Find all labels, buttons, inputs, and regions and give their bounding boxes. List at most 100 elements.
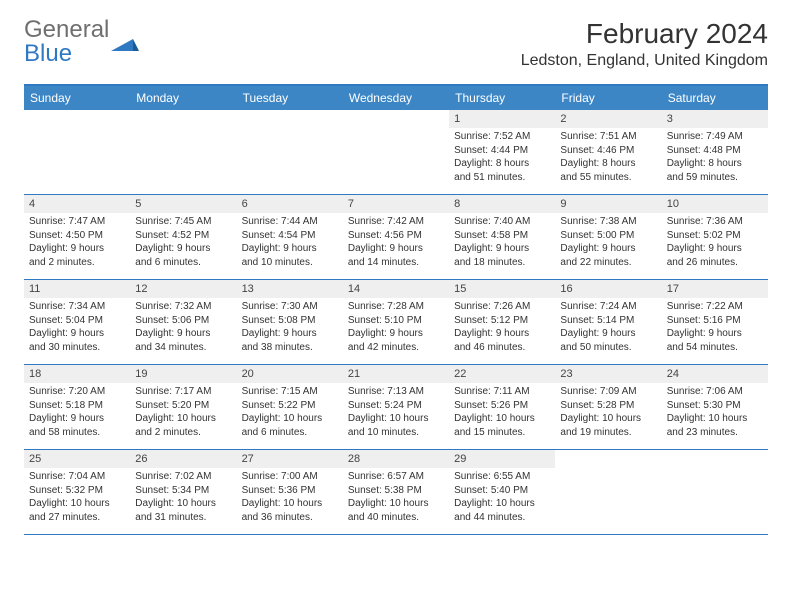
day-body: Sunrise: 7:26 AMSunset: 5:12 PMDaylight:… (449, 298, 555, 358)
day-cell (130, 110, 236, 194)
day-line: Sunrise: 7:13 AM (348, 385, 444, 399)
day-line: and 44 minutes. (454, 511, 550, 525)
day-cell (24, 110, 130, 194)
day-line: Sunset: 5:24 PM (348, 399, 444, 413)
day-line: Daylight: 9 hours (667, 327, 763, 341)
day-cell: 8Sunrise: 7:40 AMSunset: 4:58 PMDaylight… (449, 195, 555, 279)
day-line: Sunset: 5:02 PM (667, 229, 763, 243)
day-cell: 29Sunrise: 6:55 AMSunset: 5:40 PMDayligh… (449, 450, 555, 534)
day-line: Sunset: 5:28 PM (560, 399, 656, 413)
day-line: Sunset: 5:14 PM (560, 314, 656, 328)
day-line: Daylight: 9 hours (454, 327, 550, 341)
day-line: Sunrise: 7:45 AM (135, 215, 231, 229)
day-line: Sunrise: 7:06 AM (667, 385, 763, 399)
day-line: Sunset: 5:26 PM (454, 399, 550, 413)
day-line: Daylight: 9 hours (560, 242, 656, 256)
title-block: February 2024 Ledston, England, United K… (521, 18, 768, 70)
day-number: 25 (24, 450, 130, 468)
dayhead-sat: Saturday (662, 86, 768, 110)
day-line: Daylight: 10 hours (242, 412, 338, 426)
day-cell: 7Sunrise: 7:42 AMSunset: 4:56 PMDaylight… (343, 195, 449, 279)
week-row: 4Sunrise: 7:47 AMSunset: 4:50 PMDaylight… (24, 195, 768, 280)
day-line: Sunrise: 7:32 AM (135, 300, 231, 314)
dayhead-sun: Sunday (24, 86, 130, 110)
day-body: Sunrise: 7:11 AMSunset: 5:26 PMDaylight:… (449, 383, 555, 443)
day-line: Sunrise: 7:51 AM (560, 130, 656, 144)
day-line: Daylight: 10 hours (135, 412, 231, 426)
day-line: and 38 minutes. (242, 341, 338, 355)
dayhead-tue: Tuesday (237, 86, 343, 110)
day-line: Sunrise: 7:34 AM (29, 300, 125, 314)
day-line: Sunrise: 7:11 AM (454, 385, 550, 399)
day-line: Sunset: 5:38 PM (348, 484, 444, 498)
day-line: Sunrise: 7:44 AM (242, 215, 338, 229)
day-line: Sunset: 5:30 PM (667, 399, 763, 413)
day-number: 7 (343, 195, 449, 213)
day-line: and 58 minutes. (29, 426, 125, 440)
day-line: Daylight: 8 hours (454, 157, 550, 171)
day-line: and 34 minutes. (135, 341, 231, 355)
day-number: 19 (130, 365, 236, 383)
day-line: Sunrise: 7:26 AM (454, 300, 550, 314)
day-cell: 16Sunrise: 7:24 AMSunset: 5:14 PMDayligh… (555, 280, 661, 364)
day-body: Sunrise: 7:40 AMSunset: 4:58 PMDaylight:… (449, 213, 555, 273)
day-body: Sunrise: 7:32 AMSunset: 5:06 PMDaylight:… (130, 298, 236, 358)
day-line: and 30 minutes. (29, 341, 125, 355)
day-line: Daylight: 9 hours (242, 242, 338, 256)
day-line: Sunrise: 7:49 AM (667, 130, 763, 144)
day-line: Daylight: 9 hours (454, 242, 550, 256)
day-line: and 46 minutes. (454, 341, 550, 355)
day-line: Daylight: 8 hours (560, 157, 656, 171)
day-cell: 14Sunrise: 7:28 AMSunset: 5:10 PMDayligh… (343, 280, 449, 364)
day-body: Sunrise: 7:13 AMSunset: 5:24 PMDaylight:… (343, 383, 449, 443)
day-line: Sunrise: 7:02 AM (135, 470, 231, 484)
day-body: Sunrise: 7:34 AMSunset: 5:04 PMDaylight:… (24, 298, 130, 358)
location-text: Ledston, England, United Kingdom (521, 52, 768, 70)
day-line: Daylight: 9 hours (560, 327, 656, 341)
day-body: Sunrise: 7:00 AMSunset: 5:36 PMDaylight:… (237, 468, 343, 528)
logo-text-general: General (24, 16, 109, 43)
day-line: Sunset: 5:18 PM (29, 399, 125, 413)
day-cell (343, 110, 449, 194)
day-line: and 10 minutes. (348, 426, 444, 440)
day-cell: 20Sunrise: 7:15 AMSunset: 5:22 PMDayligh… (237, 365, 343, 449)
day-number: 24 (662, 365, 768, 383)
day-cell: 5Sunrise: 7:45 AMSunset: 4:52 PMDaylight… (130, 195, 236, 279)
day-body: Sunrise: 7:15 AMSunset: 5:22 PMDaylight:… (237, 383, 343, 443)
week-row: 1Sunrise: 7:52 AMSunset: 4:44 PMDaylight… (24, 110, 768, 195)
day-line: Daylight: 10 hours (242, 497, 338, 511)
day-line: and 15 minutes. (454, 426, 550, 440)
day-line: Sunset: 4:52 PM (135, 229, 231, 243)
day-body: Sunrise: 7:42 AMSunset: 4:56 PMDaylight:… (343, 213, 449, 273)
day-number: 4 (24, 195, 130, 213)
day-cell: 18Sunrise: 7:20 AMSunset: 5:18 PMDayligh… (24, 365, 130, 449)
day-line: Daylight: 9 hours (667, 242, 763, 256)
day-cell: 4Sunrise: 7:47 AMSunset: 4:50 PMDaylight… (24, 195, 130, 279)
logo-mark-icon (111, 29, 139, 56)
day-line: and 14 minutes. (348, 256, 444, 270)
day-number: 12 (130, 280, 236, 298)
day-line: Sunset: 5:36 PM (242, 484, 338, 498)
logo-text-blue: Blue (24, 40, 72, 67)
day-line: and 23 minutes. (667, 426, 763, 440)
day-line: Sunrise: 7:42 AM (348, 215, 444, 229)
day-line: Sunrise: 7:00 AM (242, 470, 338, 484)
day-number: 27 (237, 450, 343, 468)
day-line: and 18 minutes. (454, 256, 550, 270)
dayhead-mon: Monday (130, 86, 236, 110)
day-line: Sunrise: 7:52 AM (454, 130, 550, 144)
day-body: Sunrise: 7:45 AMSunset: 4:52 PMDaylight:… (130, 213, 236, 273)
day-cell: 27Sunrise: 7:00 AMSunset: 5:36 PMDayligh… (237, 450, 343, 534)
day-cell: 22Sunrise: 7:11 AMSunset: 5:26 PMDayligh… (449, 365, 555, 449)
calendar-grid: Sunday Monday Tuesday Wednesday Thursday… (24, 84, 768, 535)
day-body: Sunrise: 7:36 AMSunset: 5:02 PMDaylight:… (662, 213, 768, 273)
day-line: Sunset: 4:44 PM (454, 144, 550, 158)
day-line: Sunrise: 7:09 AM (560, 385, 656, 399)
day-line: Sunrise: 6:57 AM (348, 470, 444, 484)
week-row: 11Sunrise: 7:34 AMSunset: 5:04 PMDayligh… (24, 280, 768, 365)
day-cell: 9Sunrise: 7:38 AMSunset: 5:00 PMDaylight… (555, 195, 661, 279)
day-cell: 11Sunrise: 7:34 AMSunset: 5:04 PMDayligh… (24, 280, 130, 364)
day-body: Sunrise: 7:49 AMSunset: 4:48 PMDaylight:… (662, 128, 768, 188)
day-cell: 28Sunrise: 6:57 AMSunset: 5:38 PMDayligh… (343, 450, 449, 534)
day-line: and 40 minutes. (348, 511, 444, 525)
